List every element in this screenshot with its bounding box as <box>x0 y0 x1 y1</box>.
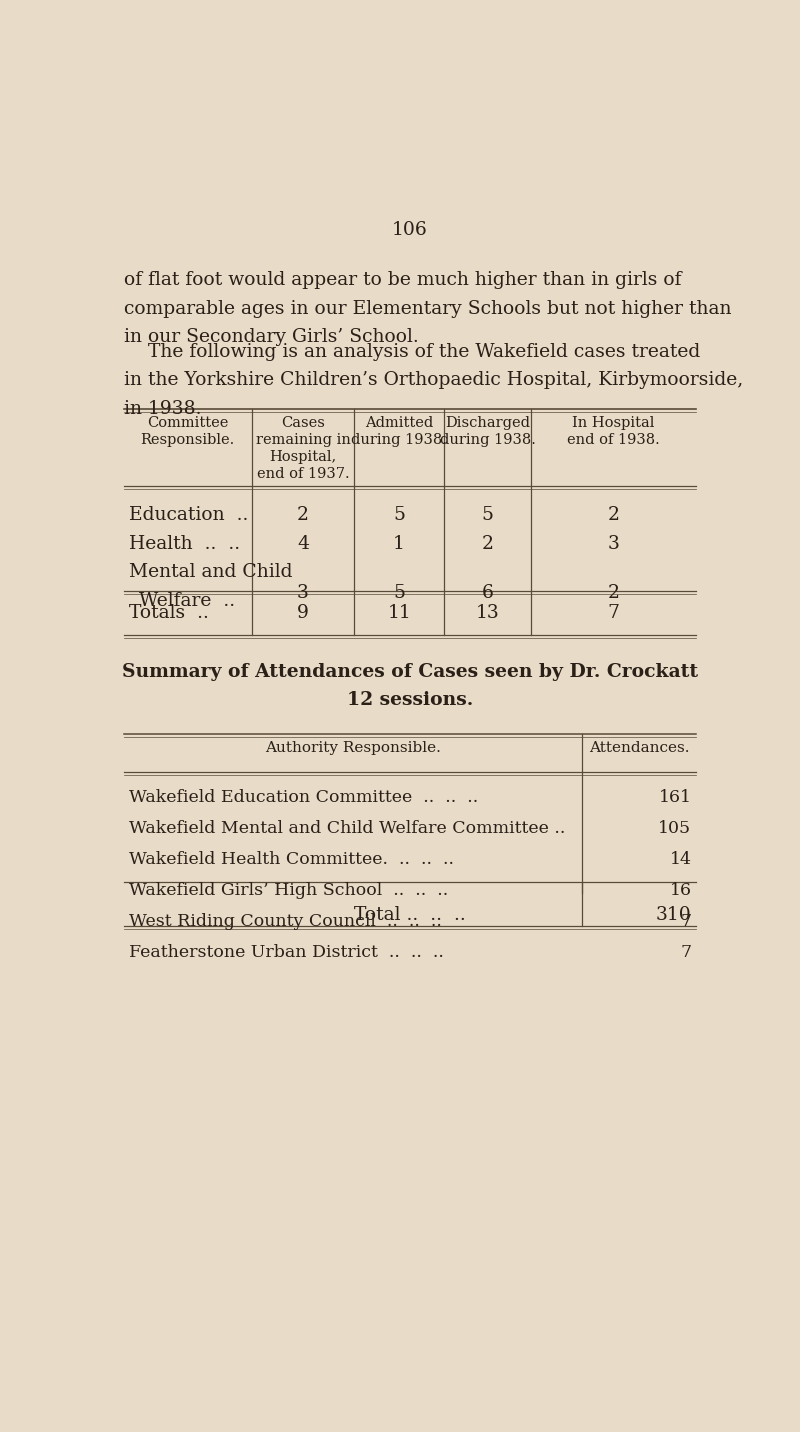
Text: Cases
remaining in
Hospital,
end of 1937.: Cases remaining in Hospital, end of 1937… <box>256 415 350 481</box>
Text: 11: 11 <box>387 604 411 621</box>
Text: 3: 3 <box>608 534 620 553</box>
Text: Total ..  ..  ..: Total .. .. .. <box>354 906 466 924</box>
Text: Authority Responsible.: Authority Responsible. <box>265 740 441 755</box>
Text: 14: 14 <box>670 851 691 868</box>
Text: Committee
Responsible.: Committee Responsible. <box>141 415 235 447</box>
Text: Health  ..  ..: Health .. .. <box>129 534 240 553</box>
Text: 161: 161 <box>658 789 691 806</box>
Text: Featherstone Urban District  ..  ..  ..: Featherstone Urban District .. .. .. <box>129 944 443 961</box>
Text: 13: 13 <box>476 604 499 621</box>
Text: Education  ..: Education .. <box>129 505 248 524</box>
Text: 7: 7 <box>608 604 620 621</box>
Text: in our Secondary Girls’ School.: in our Secondary Girls’ School. <box>123 328 418 347</box>
Text: 105: 105 <box>658 821 691 838</box>
Text: 7: 7 <box>680 912 691 929</box>
Text: 106: 106 <box>392 222 428 239</box>
Text: 16: 16 <box>670 882 691 899</box>
Text: 2: 2 <box>297 505 309 524</box>
Text: 2: 2 <box>608 505 620 524</box>
Text: Discharged
during 1938.: Discharged during 1938. <box>439 415 535 447</box>
Text: 5: 5 <box>393 584 405 603</box>
Text: 5: 5 <box>393 505 405 524</box>
Text: 5: 5 <box>482 505 494 524</box>
Text: Summary of Attendances of Cases seen by Dr. Crockatt: Summary of Attendances of Cases seen by … <box>122 663 698 680</box>
Text: In Hospital
end of 1938.: In Hospital end of 1938. <box>567 415 660 447</box>
Text: The following is an analysis of the Wakefield cases treated: The following is an analysis of the Wake… <box>123 342 700 361</box>
Text: Admitted
during 1938.: Admitted during 1938. <box>351 415 447 447</box>
Text: Wakefield Girls’ High School  ..  ..  ..: Wakefield Girls’ High School .. .. .. <box>129 882 448 899</box>
Text: 4: 4 <box>297 534 309 553</box>
Text: in the Yorkshire Children’s Orthopaedic Hospital, Kirbymoorside,: in the Yorkshire Children’s Orthopaedic … <box>123 371 743 390</box>
Text: of flat foot would appear to be much higher than in girls of: of flat foot would appear to be much hig… <box>123 271 681 289</box>
Text: Wakefield Health Committee.  ..  ..  ..: Wakefield Health Committee. .. .. .. <box>129 851 454 868</box>
Text: Attendances.: Attendances. <box>589 740 690 755</box>
Text: 2: 2 <box>608 584 620 603</box>
Text: Welfare  ..: Welfare .. <box>139 591 235 610</box>
Text: comparable ages in our Elementary Schools but not higher than: comparable ages in our Elementary School… <box>123 299 731 318</box>
Text: 6: 6 <box>482 584 494 603</box>
Text: Wakefield Education Committee  ..  ..  ..: Wakefield Education Committee .. .. .. <box>129 789 478 806</box>
Text: in 1938.: in 1938. <box>123 400 201 418</box>
Text: 1: 1 <box>394 534 405 553</box>
Text: 9: 9 <box>297 604 309 621</box>
Text: 310: 310 <box>656 906 691 924</box>
Text: West Riding County Council  ..  ..  ..: West Riding County Council .. .. .. <box>129 912 442 929</box>
Text: Wakefield Mental and Child Welfare Committee ..: Wakefield Mental and Child Welfare Commi… <box>129 821 565 838</box>
Text: 12 sessions.: 12 sessions. <box>347 692 473 709</box>
Text: 3: 3 <box>297 584 309 603</box>
Text: 7: 7 <box>680 944 691 961</box>
Text: 2: 2 <box>482 534 494 553</box>
Text: Totals  ..: Totals .. <box>129 604 208 621</box>
Text: Mental and Child: Mental and Child <box>129 563 292 581</box>
